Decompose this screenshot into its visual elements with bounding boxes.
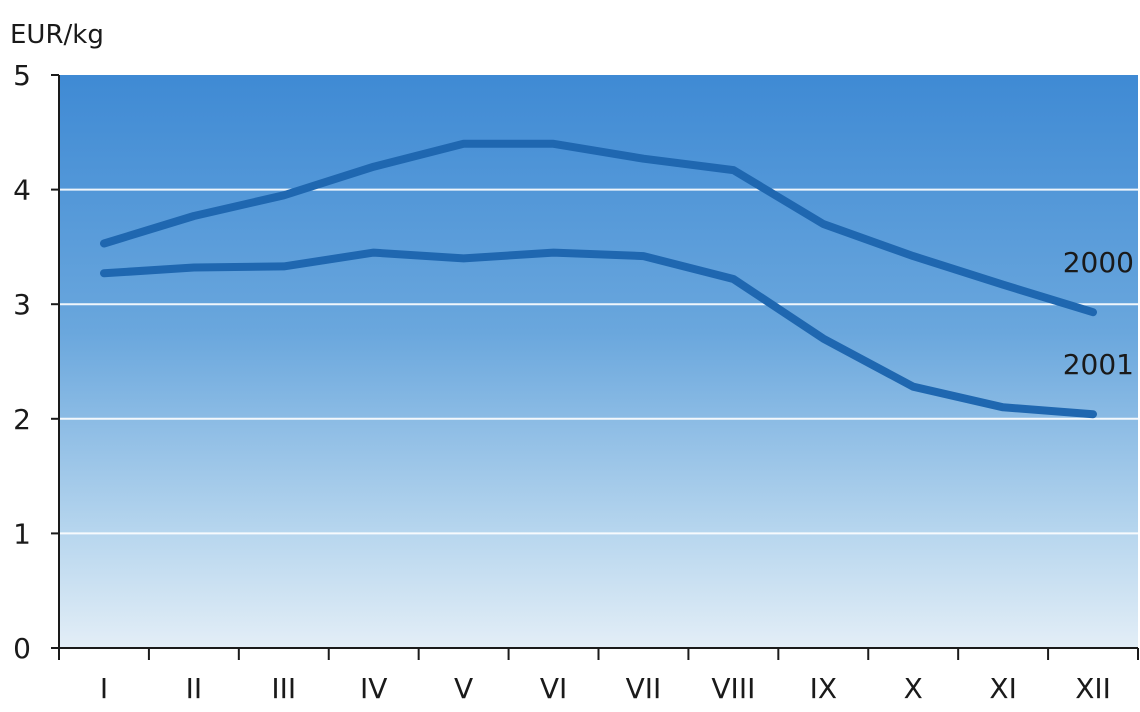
x-tick-label: I (100, 672, 108, 705)
y-tick-labels: 0 1 2 3 4 5 (13, 59, 31, 665)
x-tick-labels: I II III IV V VI VII VIII IX X XI XII (100, 672, 1111, 705)
axes (51, 74, 1139, 660)
x-tick-label: III (271, 672, 296, 705)
x-tick-label: VII (626, 672, 662, 705)
x-tick-label: II (186, 672, 203, 705)
series-line-2000 (100, 139, 1097, 317)
y-axis-unit-label: EUR/kg (10, 20, 104, 50)
y-tick-label: 5 (13, 59, 31, 92)
y-tick-label: 4 (13, 174, 31, 207)
y-tick-label: 3 (13, 288, 31, 321)
series-line-2001 (100, 248, 1097, 419)
y-tick-label: 1 (13, 517, 31, 550)
series-label-2001: 2001 (1063, 348, 1134, 381)
y-tick-label: 0 (13, 632, 31, 665)
x-tick-label: VI (540, 672, 567, 705)
y-tick-label: 2 (13, 403, 31, 436)
grid-lines (59, 188, 1138, 535)
series-label-2000: 2000 (1063, 246, 1134, 279)
series-lines (100, 139, 1097, 419)
series-labels: 2000 2001 (1063, 246, 1134, 381)
x-tick-label: XI (989, 672, 1016, 705)
x-tick-label: X (904, 672, 923, 705)
x-tick-label: V (454, 672, 473, 705)
x-tick-label: IV (360, 672, 387, 705)
x-tick-label: VIII (711, 672, 755, 705)
plot-background (59, 75, 1138, 648)
x-tick-label: XII (1075, 672, 1111, 705)
x-tick-label: IX (810, 672, 837, 705)
